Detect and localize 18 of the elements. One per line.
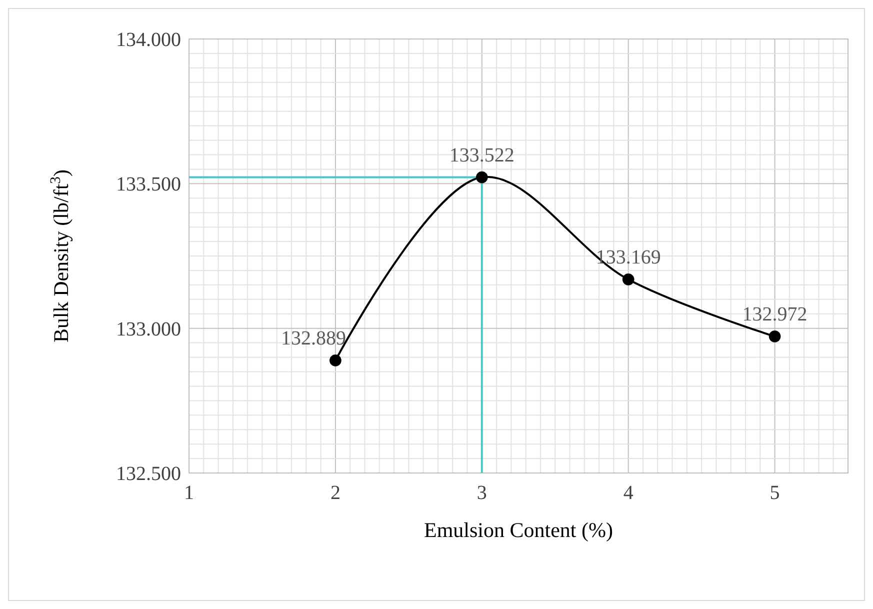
y-tick-label: 133.000: [116, 318, 181, 340]
x-tick-label: 5: [770, 482, 780, 504]
text: 133.169: [596, 246, 661, 268]
x-tick-label: 4: [623, 482, 634, 504]
text: 132.889: [280, 327, 346, 350]
text: 133.522: [449, 144, 514, 166]
point: [330, 354, 342, 366]
x-tick-label: 3: [476, 482, 487, 504]
x-axis-title: Emulsion Content (%): [424, 518, 613, 542]
text: 132.972: [742, 303, 808, 326]
point: [768, 330, 781, 342]
point: [622, 274, 634, 286]
y-tick-label: 133.500: [116, 174, 181, 196]
x-tick-label: 2: [330, 482, 340, 504]
y-tick-label: 132.500: [116, 463, 181, 485]
y-tick-label: 134.000: [116, 29, 181, 51]
x-tick-label: 1: [184, 482, 194, 504]
point: [476, 171, 488, 184]
